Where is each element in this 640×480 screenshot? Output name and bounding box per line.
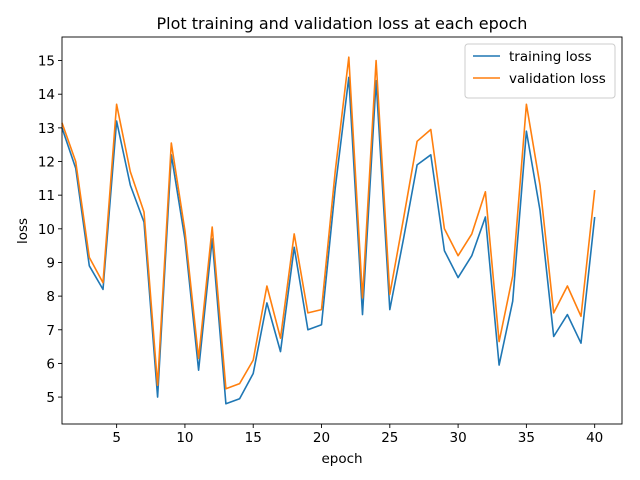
y-axis: 5 6 7 8 9 10 11 12 13 14 15	[38, 54, 62, 406]
x-tick-label: 10	[176, 430, 193, 446]
y-tick-label: 6	[46, 356, 55, 372]
y-tick-label: 10	[38, 222, 55, 238]
legend-label-0: training loss	[509, 49, 592, 65]
y-tick-label: 9	[46, 255, 55, 271]
x-tick-label: 5	[112, 430, 121, 446]
x-tick-label: 25	[381, 430, 398, 446]
plot-area	[61, 36, 623, 425]
x-axis-label: epoch	[321, 451, 362, 467]
y-tick-label: 13	[38, 121, 55, 137]
y-tick-label: 5	[46, 390, 55, 406]
series-line-0	[61, 76, 596, 405]
plot-frame	[61, 36, 623, 425]
legend-label-1: validation loss	[509, 71, 606, 87]
y-tick-label: 12	[38, 155, 55, 171]
y-tick-label: 11	[38, 188, 55, 204]
y-tick-label: 7	[46, 323, 55, 339]
legend: training loss validation loss	[464, 43, 616, 99]
y-axis-label: loss	[15, 218, 31, 244]
x-tick-label: 40	[586, 430, 603, 446]
x-tick-label: 20	[313, 430, 330, 446]
y-tick-label: 14	[38, 87, 55, 103]
series-line-1	[61, 56, 596, 390]
legend-box	[464, 43, 616, 99]
x-tick-label: 15	[245, 430, 262, 446]
x-tick-label: 35	[518, 430, 535, 446]
y-tick-label: 15	[38, 54, 55, 70]
x-axis: 5 10 15 20 25 30 35 40	[112, 424, 603, 446]
y-tick-label: 8	[46, 289, 55, 305]
x-tick-label: 30	[450, 430, 467, 446]
chart-title: Plot training and validation loss at eac…	[157, 14, 528, 33]
